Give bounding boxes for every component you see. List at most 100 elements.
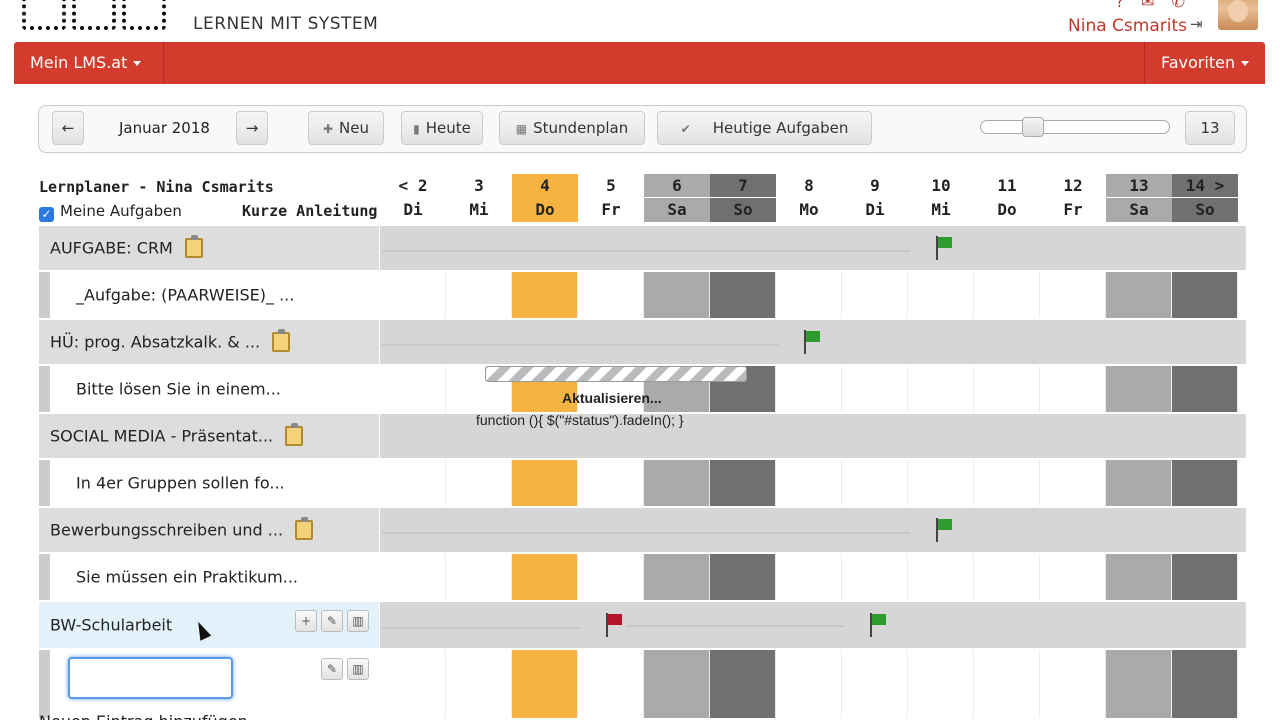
day-cell[interactable]	[842, 272, 908, 318]
task-group-row[interactable]: BW-Schularbeit + ✎ ▥	[39, 602, 1246, 648]
day-cell[interactable]	[842, 650, 908, 718]
trash-button[interactable]: ▥	[347, 610, 369, 632]
help-icon[interactable]: ?	[1115, 0, 1125, 11]
day-cell[interactable]	[380, 460, 446, 506]
day-cell[interactable]	[974, 366, 1040, 412]
plus-circle-button[interactable]: +	[295, 610, 317, 632]
task-title[interactable]: SOCIAL MEDIA - Präsentat...	[50, 426, 274, 446]
day-cell[interactable]	[974, 272, 1040, 318]
day-cell[interactable]	[446, 650, 512, 718]
day-cell[interactable]	[974, 650, 1040, 718]
task-title[interactable]: In 4er Gruppen sollen fo...	[76, 473, 285, 493]
clipboard-icon[interactable]	[285, 423, 303, 446]
day-cell[interactable]	[380, 554, 446, 600]
checkbox-checked-icon[interactable]: ✓	[39, 207, 54, 222]
logout-icon[interactable]: ⇥	[1190, 15, 1203, 33]
day-cell[interactable]	[1040, 272, 1106, 318]
clipboard-icon[interactable]	[185, 235, 203, 258]
task-title[interactable]: BW-Schularbeit	[50, 615, 173, 635]
today-tasks-button[interactable]: ✔ Heutige Aufgaben	[657, 111, 872, 145]
day-cell[interactable]	[776, 650, 842, 718]
zoom-slider[interactable]	[980, 117, 1170, 137]
day-cell[interactable]	[1172, 554, 1238, 600]
day-cell[interactable]	[842, 460, 908, 506]
new-button[interactable]: ✚ Neu	[308, 111, 384, 145]
task-title[interactable]: HÜ: prog. Absatzkalk. & ...	[50, 332, 261, 352]
task-label-cell[interactable]: Sie müssen ein Praktikum...	[39, 554, 379, 600]
nav-mein-lms[interactable]: Mein LMS.at	[14, 42, 164, 84]
today-button[interactable]: ▮ Heute	[401, 111, 483, 145]
phone-icon[interactable]: ✆	[1171, 0, 1185, 11]
zoom-slider-handle[interactable]	[1022, 117, 1045, 137]
green-flag-icon[interactable]	[803, 330, 821, 354]
day-cell[interactable]	[578, 272, 644, 318]
day-cell[interactable]	[578, 460, 644, 506]
task-title[interactable]: Bewerbungsschreiben und ...	[50, 520, 284, 540]
task-label-cell[interactable]: Bewerbungsschreiben und ...	[39, 508, 379, 552]
prev-month-button[interactable]: ←	[52, 111, 84, 145]
lms-logo[interactable]	[22, 0, 172, 30]
day-cell[interactable]	[908, 366, 974, 412]
my-tasks-toggle[interactable]: ✓ Meine Aufgaben	[39, 202, 182, 222]
day-cell[interactable]	[380, 366, 446, 412]
day-cell[interactable]	[710, 554, 776, 600]
day-cell[interactable]	[974, 554, 1040, 600]
user-name[interactable]: Nina Csmarits	[1068, 16, 1187, 36]
day-cell[interactable]	[380, 650, 446, 718]
day-cell[interactable]	[1106, 272, 1172, 318]
day-cell[interactable]	[776, 366, 842, 412]
day-cell[interactable]	[776, 554, 842, 600]
day-cell[interactable]	[1106, 650, 1172, 718]
day-cell[interactable]	[1040, 554, 1106, 600]
trash-button[interactable]: ▥	[347, 658, 369, 680]
task-label-cell[interactable]: In 4er Gruppen sollen fo...	[39, 460, 379, 506]
red-flag-icon[interactable]	[605, 613, 623, 637]
nav-favoriten[interactable]: Favoriten	[1144, 42, 1265, 84]
task-row[interactable]: Sie müssen ein Praktikum...	[39, 554, 1246, 600]
new-entry-input[interactable]	[68, 657, 233, 699]
day-cell[interactable]	[512, 554, 578, 600]
day-cell[interactable]	[644, 272, 710, 318]
task-label-cell[interactable]: HÜ: prog. Absatzkalk. & ...	[39, 320, 379, 364]
day-cell[interactable]	[1106, 554, 1172, 600]
day-cell[interactable]	[1040, 460, 1106, 506]
day-cell[interactable]	[1172, 366, 1238, 412]
green-flag-icon[interactable]	[935, 518, 953, 542]
day-cell[interactable]	[512, 650, 578, 718]
day-cell[interactable]	[1172, 650, 1238, 718]
day-cell[interactable]	[908, 650, 974, 718]
pencil-button[interactable]: ✎	[321, 658, 343, 680]
day-cell[interactable]	[710, 460, 776, 506]
task-title[interactable]: Sie müssen ein Praktikum...	[76, 567, 299, 587]
day-cell[interactable]	[446, 554, 512, 600]
green-flag-icon[interactable]	[869, 613, 887, 637]
pencil-button[interactable]: ✎	[321, 610, 343, 632]
day-cell[interactable]	[1040, 650, 1106, 718]
day-cell[interactable]	[578, 554, 644, 600]
mail-icon[interactable]: ✉	[1141, 0, 1155, 11]
day-cell[interactable]	[1106, 460, 1172, 506]
day-number[interactable]: 14 >	[1172, 174, 1238, 198]
clipboard-icon[interactable]	[272, 329, 290, 352]
task-group-row[interactable]: Bewerbungsschreiben und ...	[39, 508, 1246, 552]
day-number[interactable]: < 2	[380, 174, 446, 198]
day-cell[interactable]	[512, 460, 578, 506]
task-label-cell[interactable]: _Aufgabe: (PAARWEISE)_ ...	[39, 272, 379, 318]
day-cell[interactable]	[908, 460, 974, 506]
task-title[interactable]: Bitte lösen Sie in einem...	[76, 379, 281, 399]
task-title[interactable]: _Aufgabe: (PAARWEISE)_ ...	[76, 285, 295, 305]
day-cell[interactable]	[776, 272, 842, 318]
day-cell[interactable]	[776, 460, 842, 506]
day-cell[interactable]	[446, 272, 512, 318]
avatar[interactable]	[1218, 0, 1258, 30]
clipboard-icon[interactable]	[295, 517, 313, 540]
day-cell[interactable]	[644, 460, 710, 506]
task-title[interactable]: AUFGABE: CRM	[50, 238, 173, 258]
day-cell[interactable]	[974, 460, 1040, 506]
task-label-cell[interactable]: Bitte lösen Sie in einem...	[39, 366, 379, 412]
task-row[interactable]: _Aufgabe: (PAARWEISE)_ ...	[39, 272, 1246, 318]
green-flag-icon[interactable]	[935, 236, 953, 260]
day-cell[interactable]	[1172, 460, 1238, 506]
day-cell[interactable]	[1040, 366, 1106, 412]
day-cell[interactable]	[1106, 366, 1172, 412]
